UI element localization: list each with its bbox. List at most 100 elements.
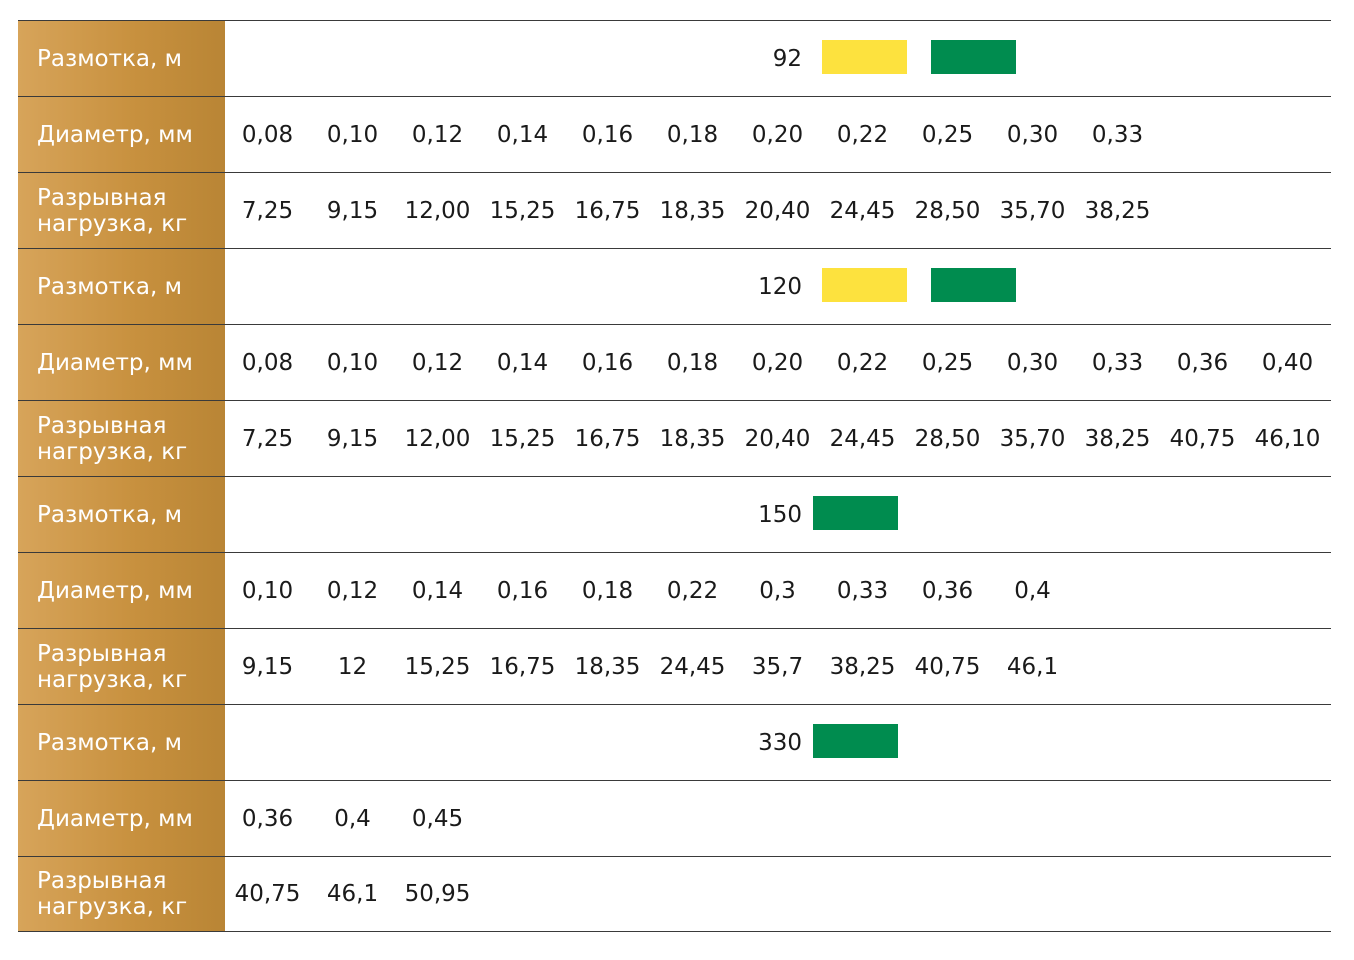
load-cell: 35,7 (751, 653, 804, 680)
diameter-cell: 0,40 (1261, 349, 1314, 376)
diameter-cell: 0,4 (334, 805, 371, 832)
load-cell: 20,40 (744, 197, 811, 224)
load-label-line2: нагрузка, кг (37, 210, 188, 237)
load-cell: 50,95 (404, 881, 471, 907)
diameter-row: Диаметр, мм 0,08 0,10 0,12 0,14 0,16 0,1… (18, 324, 1331, 400)
load-cell: 9,15 (326, 197, 379, 224)
load-cell: 15,25 (489, 425, 556, 452)
diameter-cell: 0,36 (921, 577, 974, 604)
diameter-cell: 0,22 (836, 121, 889, 148)
load-cell: 28,50 (914, 425, 981, 452)
diameter-cell: 0,14 (496, 349, 549, 376)
load-row: Разрывная нагрузка, кг 9,15 12 15,25 16,7… (18, 628, 1331, 704)
load-cell: 9,15 (326, 425, 379, 452)
color-swatch-green (931, 268, 1016, 302)
load-cell: 24,45 (659, 653, 726, 680)
load-cell: 46,1 (1006, 653, 1059, 680)
load-cell: 7,25 (241, 197, 294, 224)
load-cell: 16,75 (489, 653, 556, 680)
length-value: 150 (758, 501, 802, 528)
color-swatch-green (813, 724, 898, 758)
diameter-cell: 0,20 (751, 121, 804, 148)
row-label: Диаметр, мм (18, 97, 225, 172)
load-row: Разрывная нагрузка, кг 7,25 9,15 12,00 15… (18, 172, 1331, 248)
diameter-cell: 0,20 (751, 349, 804, 376)
load-cell: 15,25 (404, 653, 471, 680)
diameter-label: Диаметр, мм (37, 349, 193, 376)
row-label: Диаметр, мм (18, 553, 225, 628)
load-cell: 7,25 (241, 425, 294, 452)
row-label: Диаметр, мм (18, 325, 225, 400)
row-label: Разрывная нагрузка, кг (18, 401, 225, 476)
row-label: Разрывная нагрузка, кг (18, 173, 225, 248)
diameter-row: Диаметр, мм 0,10 0,12 0,14 0,16 0,18 0,2… (18, 552, 1331, 628)
load-cell: 16,75 (574, 197, 641, 224)
diameter-cell: 0,08 (241, 121, 294, 148)
length-label: Размотка, м (37, 729, 182, 756)
diameter-cell: 0,10 (241, 577, 294, 604)
load-label-line1: Разрывная (37, 640, 167, 667)
row-label: Размотка, м (18, 705, 225, 780)
load-cell: 20,40 (744, 425, 811, 452)
load-cell: 18,35 (659, 197, 726, 224)
diameter-cell: 0,22 (666, 577, 719, 604)
diameter-label: Диаметр, мм (37, 121, 193, 148)
load-label: Разрывная нагрузка, кг (37, 413, 187, 465)
row-label: Размотка, м (18, 249, 225, 324)
load-cell: 46,1 (326, 881, 379, 907)
load-cell: 38,25 (1084, 425, 1151, 452)
diameter-row: Диаметр, мм 0,36 0,4 0,45 (18, 780, 1331, 856)
diameter-cell: 0,36 (1176, 349, 1229, 376)
load-cell: 15,25 (489, 197, 556, 224)
diameter-cell: 0,08 (241, 349, 294, 376)
length-row: Размотка, м 330 (18, 704, 1331, 780)
load-cell: 40,75 (914, 653, 981, 680)
load-label-line2: нагрузка, кг (37, 666, 188, 693)
row-label: Разрывная нагрузка, кг (18, 857, 225, 931)
diameter-cell: 0,30 (1006, 121, 1059, 148)
length-label: Размотка, м (37, 273, 182, 300)
load-cell: 12,00 (404, 197, 471, 224)
diameter-cell: 0,36 (241, 805, 294, 832)
color-swatch-yellow (822, 268, 907, 302)
load-label: Разрывная нагрузка, кг (37, 868, 187, 920)
diameter-label: Диаметр, мм (37, 577, 193, 604)
length-row: Размотка, м 120 (18, 248, 1331, 324)
load-cell: 18,35 (659, 425, 726, 452)
diameter-cell: 0,10 (326, 349, 379, 376)
diameter-label: Диаметр, мм (37, 805, 193, 832)
diameter-cell: 0,4 (1014, 577, 1051, 604)
load-cell: 24,45 (829, 425, 896, 452)
diameter-cell: 0,33 (1091, 349, 1144, 376)
load-cell: 35,70 (999, 425, 1066, 452)
length-row: Размотка, м 150 (18, 476, 1331, 552)
load-label: Разрывная нагрузка, кг (37, 641, 187, 693)
row-label: Размотка, м (18, 21, 225, 96)
diameter-cell: 0,18 (666, 349, 719, 376)
load-label: Разрывная нагрузка, кг (37, 185, 187, 237)
load-row: Разрывная нагрузка, кг 7,25 9,15 12,00 15… (18, 400, 1331, 476)
diameter-cell: 0,18 (666, 121, 719, 148)
diameter-cell: 0,16 (581, 121, 634, 148)
load-cell: 38,25 (829, 653, 896, 680)
length-value: 92 (772, 45, 802, 72)
diameter-cell: 0,33 (1091, 121, 1144, 148)
diameter-cell: 0,12 (411, 349, 464, 376)
load-label-line1: Разрывная (37, 868, 167, 894)
length-value: 120 (758, 273, 802, 300)
diameter-cell: 0,18 (581, 577, 634, 604)
load-cell: 40,75 (1169, 425, 1236, 452)
load-cell: 46,10 (1254, 425, 1321, 452)
load-cell: 38,25 (1084, 197, 1151, 224)
load-cell: 28,50 (914, 197, 981, 224)
length-label: Размотка, м (37, 45, 182, 72)
diameter-cell: 0,12 (326, 577, 379, 604)
diameter-cell: 0,45 (411, 805, 464, 832)
load-cell: 12,00 (404, 425, 471, 452)
load-cell: 12 (337, 653, 368, 680)
load-label-line2: нагрузка, кг (37, 438, 188, 465)
spec-table: Размотка, м 92 Диаметр, мм 0,08 0,10 0,1… (18, 20, 1331, 932)
diameter-cell: 0,30 (1006, 349, 1059, 376)
length-value: 330 (758, 729, 802, 756)
load-cell: 35,70 (999, 197, 1066, 224)
